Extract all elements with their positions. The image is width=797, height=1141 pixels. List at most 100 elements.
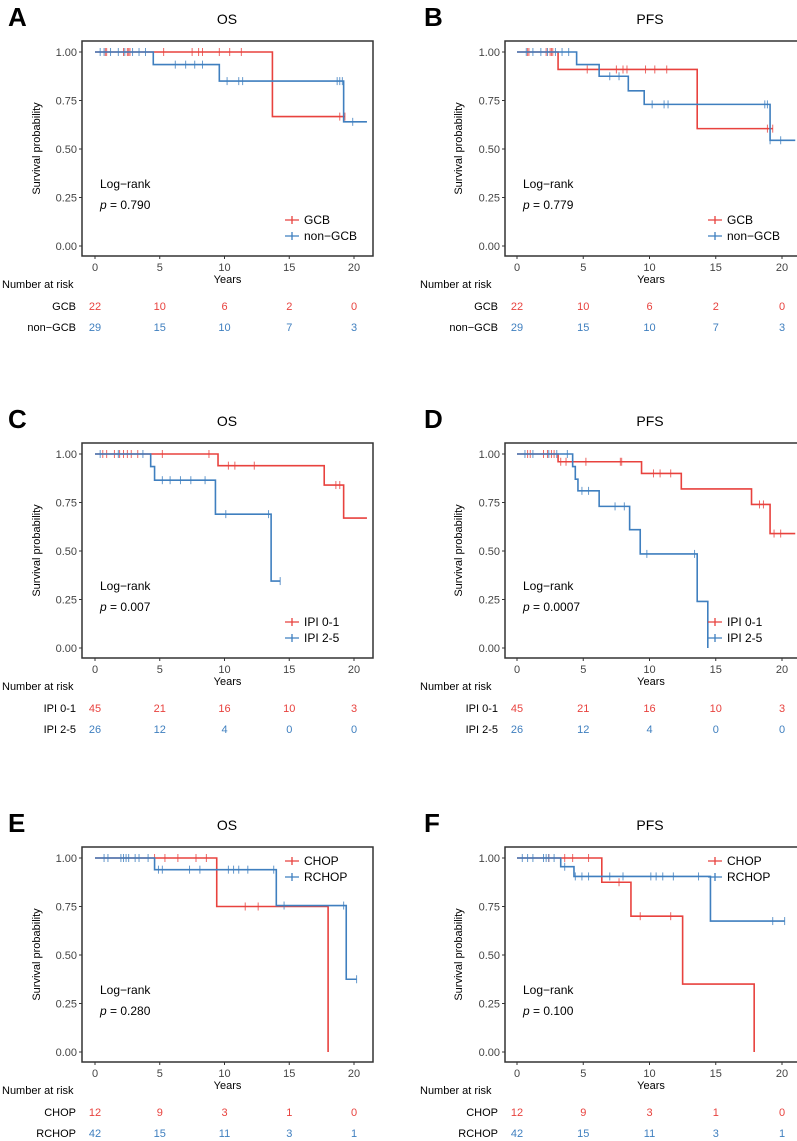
risk-count: 10 [577,301,589,313]
risk-count: 1 [779,1128,785,1140]
legend-key-0 [708,857,722,865]
x-tick-label: 15 [710,262,722,274]
y-tick-label: 0.50 [56,546,77,558]
x-tick-label: 10 [643,1068,655,1080]
p-symbol: p [99,198,107,212]
curves [517,48,796,145]
risk-table-title: Number at risk [420,279,492,291]
x-tick-label: 10 [218,664,230,676]
risk-count: 6 [221,301,227,313]
y-tick-label: 0.75 [479,498,500,510]
risk-count: 10 [710,703,722,715]
p-symbol: p [99,600,107,614]
risk-count: 26 [89,724,101,736]
risk-count: 2 [286,301,292,313]
risk-count: 10 [643,322,655,334]
x-tick-label: 5 [580,1068,586,1080]
km-panel-a: A OS0.000.250.500.751.000 5 10 15 20YearsSurv… [2,2,374,334]
risk-count: 0 [713,724,719,736]
y-tick-label: 1.00 [56,449,77,461]
panel-title: OS [217,413,237,429]
x-tick-label: 10 [643,262,655,274]
risk-count: 45 [89,703,101,715]
panel-letter: C [8,404,27,434]
km-panel-e: E OS0.000.250.500.751.000 5 10 15 20YearsSurv… [2,808,374,1140]
plot-frame [81,40,374,257]
logrank-label: Log−rank [523,579,574,593]
legend-key-1 [708,232,722,240]
risk-row-label: IPI 0-1 [466,703,498,715]
legend-key-1 [285,873,299,881]
risk-row-label: RCHOP [458,1128,498,1140]
survival-curve-0 [95,51,345,118]
logrank-label: Log−rank [523,177,574,191]
y-tick-label: 0.25 [56,999,77,1011]
x-axis-label: Years [214,1080,242,1092]
risk-count: 15 [577,1128,589,1140]
legend-key-0 [285,857,299,865]
legend-label: IPI 0-1 [727,615,763,629]
risk-row-label: CHOP [466,1107,498,1119]
risk-count: 7 [286,322,292,334]
legend-label: GCB [727,213,753,227]
x-tick-label: 5 [157,664,163,676]
y-tick-label: 0.75 [479,96,500,108]
y-tick-label: 0.25 [479,193,500,205]
x-tick-label: 0 [92,664,98,676]
risk-count: 10 [154,301,166,313]
risk-count: 15 [154,322,166,334]
x-tick-label: 15 [710,664,722,676]
p-symbol: p [522,198,530,212]
plot-frame [504,846,797,1063]
risk-count: 15 [154,1128,166,1140]
x-tick-label: 5 [580,664,586,676]
x-tick-label: 0 [92,1068,98,1080]
y-tick-label: 0.25 [56,193,77,205]
x-tick-label: 15 [283,1068,295,1080]
plot-frame [81,442,374,659]
risk-count: 12 [577,724,589,736]
risk-count: 12 [154,724,166,736]
y-tick-label: 0.25 [56,595,77,607]
p-value-text: = 0.280 [107,1004,151,1018]
panel-title: OS [217,817,237,833]
x-tick-label: 5 [157,1068,163,1080]
p-value-text: = 0.007 [107,600,151,614]
risk-row-label: GCB [474,301,498,313]
y-tick-label: 0.75 [56,96,77,108]
panel-letter: E [8,808,25,838]
risk-count: 4 [221,724,227,736]
survival-curve-0 [517,857,755,1052]
risk-count: 0 [779,301,785,313]
risk-row-label: IPI 2-5 [466,724,498,736]
risk-row-label: non−GCB [27,322,76,334]
legend-key-0 [285,216,299,224]
x-tick-label: 0 [514,262,520,274]
y-axis-label: Survival probability [31,102,43,195]
y-tick-label: 0.00 [56,643,77,655]
risk-count: 6 [646,301,652,313]
y-tick-label: 0.00 [56,241,77,253]
legend-label: non−GCB [304,229,357,243]
p-value: p = 0.0007 [522,600,580,614]
y-tick-label: 0.00 [479,241,500,253]
risk-count: 4 [646,724,652,736]
y-tick-label: 0.75 [479,902,500,914]
p-value-text: = 0.0007 [530,600,581,614]
risk-count: 10 [218,322,230,334]
p-value-text: = 0.779 [530,198,574,212]
y-axis-label: Survival probability [453,102,465,195]
y-tick-label: 0.00 [479,643,500,655]
p-value: p = 0.280 [99,1004,151,1018]
legend-label: IPI 0-1 [304,615,340,629]
curves [517,450,796,648]
panel-letter: B [424,2,443,32]
y-tick-label: 0.75 [56,902,77,914]
survival-curve-0 [95,453,367,519]
p-symbol: p [522,1004,530,1018]
risk-count: 3 [779,703,785,715]
p-symbol: p [522,600,530,614]
x-axis-label: Years [214,274,242,286]
curves [95,854,358,1052]
risk-count: 3 [286,1128,292,1140]
